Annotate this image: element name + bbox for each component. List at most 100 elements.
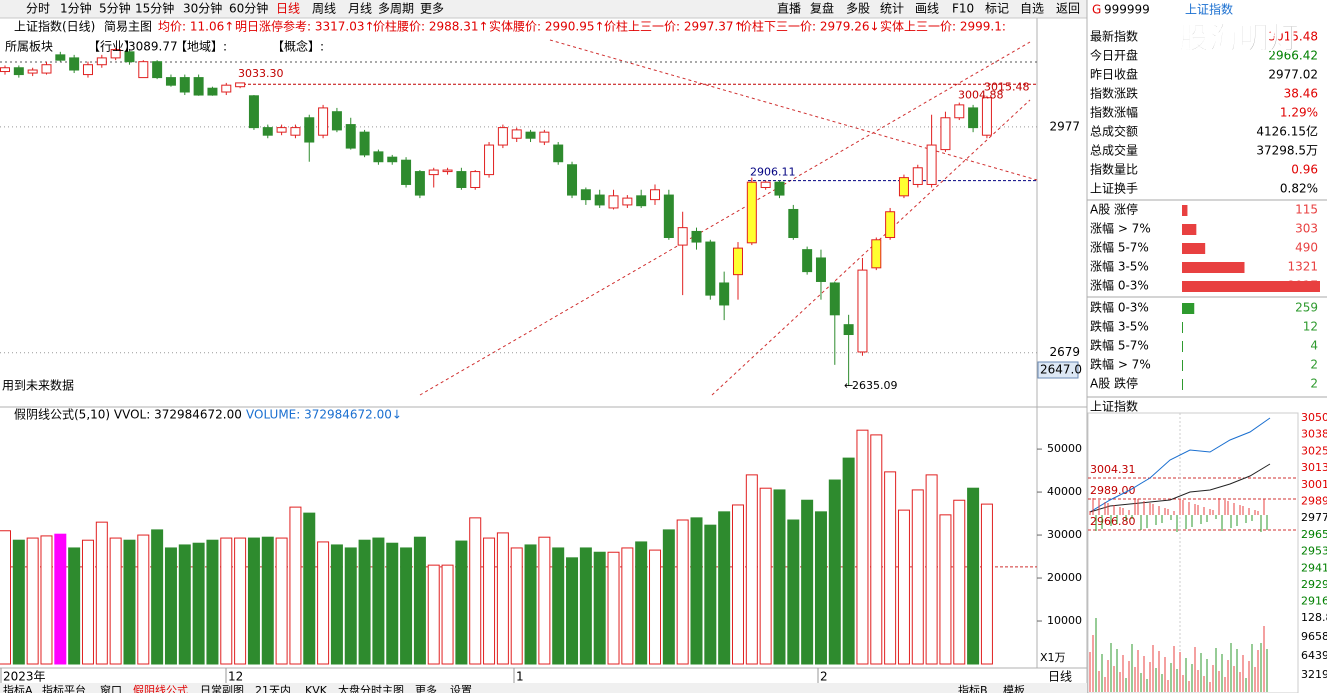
candle-body [594,194,605,206]
candle-body [110,49,121,59]
period-tab[interactable]: 5分钟 [99,1,131,16]
volume-bar [427,564,440,665]
mini-axis-label: 3025 [1301,444,1327,457]
bottom-tab[interactable]: 更多 [415,683,437,693]
volume-bar [856,429,869,665]
indicator-value: 实体腰价: 2990.95↑ [489,19,605,34]
period-tab[interactable]: 分时 [26,2,50,16]
period-tab[interactable]: 日线 [276,2,300,16]
mini-axis-label: 3050 [1301,411,1327,424]
volume-bar [787,519,800,665]
volume-bar [220,537,233,665]
volume-bar [690,517,703,665]
bottom-tab[interactable]: 日常副图 [200,684,244,693]
bottom-tab[interactable]: 21天内 [255,683,291,693]
volume-bar [483,537,496,665]
candle-body [0,67,10,73]
candle-body [41,64,52,74]
breadth-value: 2 [1310,377,1318,391]
candle-body [580,189,591,201]
period-tab[interactable]: 1分钟 [60,1,92,16]
tool-button[interactable]: F10 [952,2,974,16]
period-tab[interactable]: 月线 [348,2,372,16]
bottom-tab[interactable]: 设置 [450,684,472,693]
tool-button[interactable]: 直播 [777,2,801,16]
bottom-tab[interactable]: 假阴线公式 [133,683,188,693]
candle-body [885,211,896,239]
candle-body [912,167,923,185]
mini-volume-label: 965861 [1301,630,1327,643]
candle-body [511,129,522,139]
bottom-tab[interactable]: KVK [305,684,328,693]
main-mode[interactable]: 简易主图 [104,20,152,34]
volume-bar [773,489,786,665]
quote-value: 1.29% [1280,106,1318,120]
candle-body [82,64,93,76]
candle-body [13,67,24,76]
sector-concept: 【概念】: [272,39,324,54]
candle-body [857,269,868,353]
volume-bar [109,537,122,665]
volume-bar [967,487,980,665]
period-tab[interactable]: 60分钟 [229,1,268,16]
tool-button[interactable]: 返回 [1056,2,1080,16]
period-tab[interactable]: 周线 [312,2,336,16]
mini-axis-label: 3013 [1301,461,1327,474]
candle-body [248,95,259,129]
tool-button[interactable]: 多股 [846,2,870,16]
volume-bar [579,547,592,665]
bottom-tab[interactable]: 大盘分时主图 [338,683,404,693]
breadth-value: 4 [1310,339,1318,353]
axis-period: 日线 [1048,670,1072,684]
candle-body [815,257,826,282]
period-tab[interactable]: 多周期 [378,2,414,16]
candle-body [55,54,66,61]
volume-bar [870,434,883,665]
volume-bar [704,524,717,665]
bottom-tab[interactable]: 窗口 [100,683,122,693]
period-tab[interactable]: 更多 [420,2,444,16]
bottom-tab[interactable]: 模板 [1003,683,1025,693]
period-tab[interactable]: 30分钟 [183,1,222,16]
tool-button[interactable]: 复盘 [810,1,834,16]
tool-button[interactable]: 画线 [915,2,939,16]
candle-body [387,156,398,163]
quote-label: 总成交量 [1090,143,1138,158]
candle-body [760,181,771,188]
volume-bar [607,551,620,665]
volume-bar [635,541,648,665]
y-tick-label: 20000 [1047,571,1082,584]
toolbar-bg [0,0,1087,18]
volume-bar [566,557,579,665]
mini-title: 上证指数 [1090,399,1138,414]
candle-body [829,282,840,316]
bottom-tab[interactable]: 指标平台 [42,683,86,693]
tool-button[interactable]: 自选 [1020,2,1044,16]
mini-avg-line [1089,463,1271,513]
indicator-value: 实体上三一价: 2999.1: [880,19,1006,34]
bottom-tab[interactable]: 指标A [3,683,33,693]
volume-bar [496,532,509,665]
volume-bar [441,564,454,665]
volume-bar [593,551,606,665]
candle-body [235,82,246,88]
period-tab[interactable]: 15分钟 [135,1,174,16]
candle-body [636,195,647,207]
quote-value: 0.96 [1291,163,1318,177]
candle-body [152,61,163,79]
volume-bar [330,544,343,665]
candle-body [262,127,273,136]
volume-bar [524,544,537,665]
volume-bar [317,541,330,665]
tool-button[interactable]: 统计 [880,2,904,16]
volume-bar [206,539,219,665]
breadth-label: 涨幅 0-3% [1090,278,1149,293]
sector-label: 所属板块 [5,40,53,54]
candle-body [898,177,909,197]
bottom-tab[interactable]: 指标B [958,683,988,693]
candle-body [691,230,702,243]
volume-bar [151,529,164,665]
tool-button[interactable]: 标记 [985,2,1009,16]
quote-value: 2966.42 [1268,49,1318,63]
